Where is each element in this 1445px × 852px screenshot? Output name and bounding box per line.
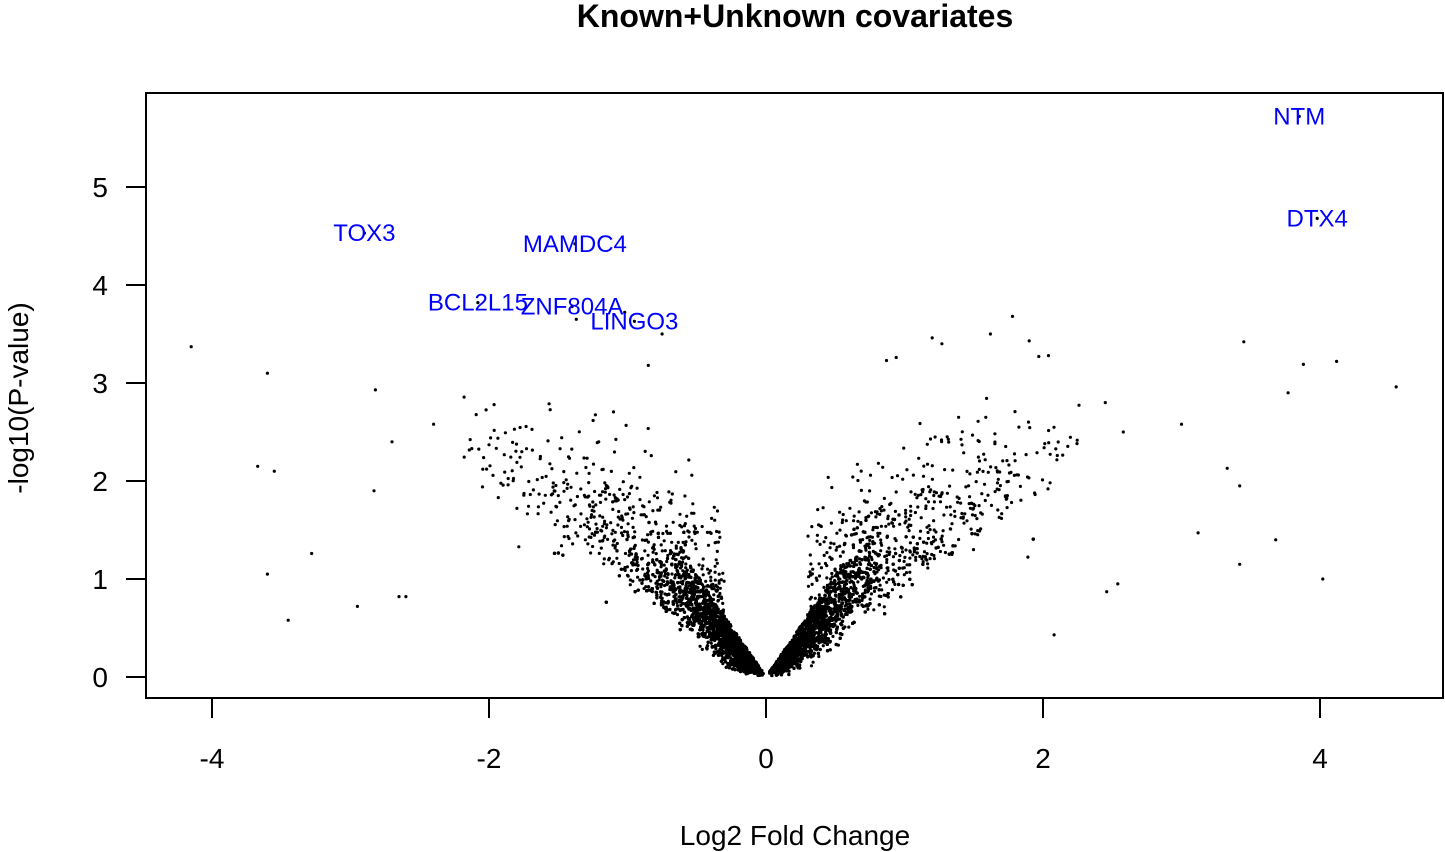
data-point bbox=[809, 664, 814, 668]
data-point bbox=[821, 644, 825, 648]
data-point bbox=[676, 540, 680, 545]
data-point bbox=[517, 545, 521, 549]
data-point bbox=[675, 601, 679, 605]
data-point bbox=[829, 580, 833, 584]
data-point bbox=[860, 598, 864, 603]
data-points bbox=[189, 114, 1398, 678]
data-point bbox=[856, 603, 860, 608]
data-point bbox=[586, 542, 590, 546]
plot-frame bbox=[145, 92, 1444, 699]
data-point bbox=[903, 555, 907, 560]
data-point bbox=[695, 619, 699, 623]
data-point bbox=[863, 588, 868, 592]
data-point bbox=[651, 550, 655, 554]
data-point bbox=[714, 647, 718, 651]
data-point bbox=[892, 524, 896, 528]
data-point bbox=[851, 592, 855, 597]
data-point bbox=[916, 493, 921, 497]
data-point bbox=[688, 620, 693, 624]
chart-title: Known+Unknown covariates bbox=[577, 0, 1014, 34]
data-point bbox=[866, 607, 870, 611]
data-point bbox=[921, 560, 925, 564]
data-point bbox=[709, 641, 713, 645]
data-point bbox=[856, 580, 860, 584]
data-point bbox=[837, 599, 841, 603]
data-point bbox=[872, 608, 876, 612]
data-point bbox=[811, 660, 815, 664]
data-point bbox=[684, 562, 688, 566]
data-point bbox=[856, 519, 860, 523]
data-point bbox=[1026, 555, 1030, 559]
data-point bbox=[882, 605, 886, 609]
data-point bbox=[642, 586, 646, 591]
data-point bbox=[817, 654, 821, 659]
data-point bbox=[655, 496, 660, 500]
data-point bbox=[724, 618, 729, 622]
data-point bbox=[942, 543, 946, 547]
data-point bbox=[943, 550, 948, 555]
data-point bbox=[682, 610, 686, 614]
data-point bbox=[649, 579, 653, 583]
data-point bbox=[857, 510, 861, 514]
data-point bbox=[858, 594, 862, 598]
data-point bbox=[700, 647, 704, 652]
data-point bbox=[847, 625, 851, 629]
data-point bbox=[621, 492, 625, 497]
data-point bbox=[618, 487, 622, 491]
data-point bbox=[559, 544, 564, 548]
data-point bbox=[932, 519, 936, 523]
data-point bbox=[834, 630, 838, 634]
data-point bbox=[878, 583, 882, 587]
data-point bbox=[971, 548, 976, 552]
data-point bbox=[721, 662, 725, 666]
data-point bbox=[950, 522, 954, 526]
data-point bbox=[698, 644, 702, 648]
data-point bbox=[674, 544, 678, 548]
data-point bbox=[837, 592, 841, 597]
data-point bbox=[831, 634, 835, 639]
data-point bbox=[932, 557, 937, 561]
